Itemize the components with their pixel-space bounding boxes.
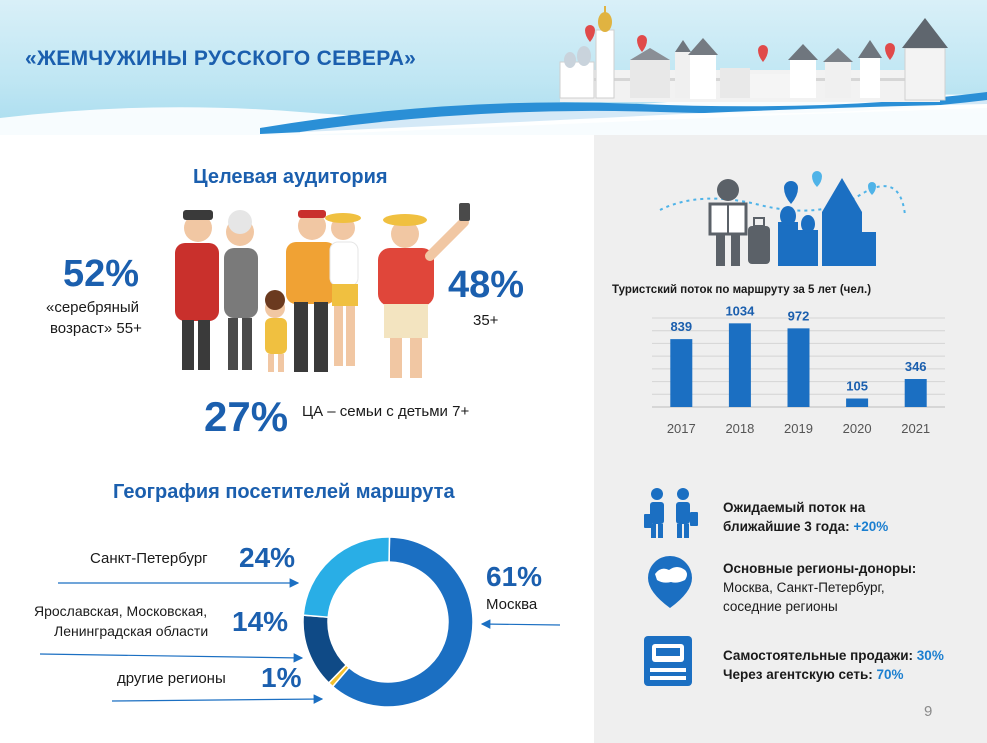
x-tick-label: 2019 xyxy=(784,421,813,436)
other-percent: 1% xyxy=(261,662,302,693)
expected-flow-text: Ожидаемый поток на ближайшие 3 года: +20… xyxy=(723,498,888,536)
x-tick-label: 2018 xyxy=(725,421,754,436)
donor-regions-line2: соседние регионы xyxy=(723,599,838,614)
bar-2018 xyxy=(728,323,751,407)
agency-label: Через агентскую сеть: xyxy=(723,667,877,682)
header-banner: «ЖЕМЧУЖИНЫ РУССКОГО СЕВЕРА» xyxy=(0,0,987,135)
page-title: «ЖЕМЧУЖИНЫ РУССКОГО СЕВЕРА» xyxy=(25,47,417,70)
bar-2020 xyxy=(846,398,869,407)
donor-regions-title: Основные регионы-доноры: xyxy=(723,561,917,576)
family-percent: 27% xyxy=(204,393,289,440)
donor-regions-text: Основные регионы-доноры: Москва, Санкт-П… xyxy=(723,559,916,616)
bar-value-label: 972 xyxy=(788,308,810,323)
moscow-percent: 61% xyxy=(486,561,543,592)
agency-value: 70% xyxy=(876,667,904,682)
spb-label: Санкт-Петербург xyxy=(90,550,208,567)
chart-title: Туристский поток по маршруту за 5 лет (ч… xyxy=(612,284,872,296)
page-number: 9 xyxy=(924,703,933,720)
expected-flow-line2: ближайшие 3 года: xyxy=(723,519,854,534)
bar-2017 xyxy=(670,339,693,407)
kremlin-skyline-illustration xyxy=(0,6,987,135)
expected-flow-line1: Ожидаемый поток на xyxy=(723,500,866,515)
sales-text: Самостоятельные продажи: 30% Через агент… xyxy=(723,646,944,684)
silver-age-label-line1: «серебряный xyxy=(46,299,140,316)
silver-age-label-line2: возраст» 55+ xyxy=(50,320,142,337)
regions-label-line1: Ярославская, Московская, xyxy=(34,603,208,619)
young-label: 35+ xyxy=(473,312,499,329)
x-tick-label: 2021 xyxy=(901,421,930,436)
young-percent: 48% xyxy=(448,264,525,306)
family-label: ЦА – семьи с детьми 7+ xyxy=(302,403,470,420)
moscow-label: Москва xyxy=(486,596,538,613)
donut-slice xyxy=(302,536,391,618)
bar-2019 xyxy=(787,328,810,407)
sales-value: 30% xyxy=(916,648,944,663)
x-tick-label: 2020 xyxy=(843,421,872,436)
bar-value-label: 105 xyxy=(846,379,868,394)
bar-2021 xyxy=(904,379,927,407)
silver-age-percent: 52% xyxy=(63,253,140,295)
bar-value-label: 839 xyxy=(670,319,692,334)
bar-value-label: 346 xyxy=(905,359,927,374)
regions-label-line2: Ленинградская области xyxy=(54,623,209,639)
sales-label: Самостоятельные продажи: xyxy=(723,648,917,663)
regions-percent: 14% xyxy=(232,606,289,637)
geography-title: География посетителей маршрута xyxy=(113,481,455,503)
donor-regions-line1: Москва, Санкт-Петербург, xyxy=(723,580,885,595)
bar-value-label: 1034 xyxy=(725,303,755,318)
other-label: другие регионы xyxy=(117,670,226,687)
donut-slice xyxy=(331,536,474,708)
expected-flow-value: +20% xyxy=(853,519,889,534)
audience-title: Целевая аудитория xyxy=(193,166,388,188)
spb-percent: 24% xyxy=(239,542,296,573)
x-tick-label: 2017 xyxy=(667,421,696,436)
